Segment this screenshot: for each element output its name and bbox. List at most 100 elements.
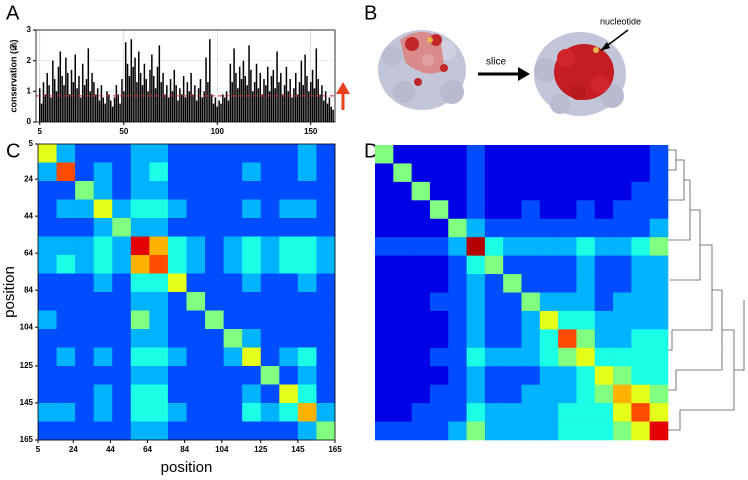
heatmap-cell [260,255,280,274]
heatmap-cell [149,144,169,163]
heatmap-cell [503,421,522,441]
heatmap-cell [448,292,467,312]
heatmap-cell [411,366,431,385]
bar [124,42,127,123]
heatmap-cell [539,163,559,183]
bar [197,88,200,122]
heatmap-cell [631,292,650,312]
annotation: nucleotide [600,16,641,26]
heatmap-cell [130,366,150,385]
heatmap-cell [56,199,76,219]
heatmap-cell [466,163,486,183]
y-tick-label: 84 [24,285,33,294]
heatmap-cell [112,162,132,182]
heatmap-cell [466,292,486,312]
heatmap-cell [75,384,94,404]
heatmap-cell [260,218,280,237]
bar [238,66,241,122]
y-tick-label: 5 [29,139,34,148]
bar [210,94,213,122]
heatmap-cell [613,181,632,201]
heatmap-cell [539,366,559,385]
heatmap-cell [205,273,224,293]
bar [102,97,105,122]
heatmap-cell [558,366,577,385]
bar [261,94,263,122]
bar [332,109,334,122]
heatmap-cell [223,273,243,293]
heatmap-cell [631,237,650,256]
heatmap-cell [297,144,317,163]
heatmap-cell [521,329,541,349]
heatmap-cell [260,144,280,163]
bar [195,100,198,122]
heatmap-cell [375,403,394,422]
heatmap-cell [223,255,243,274]
heatmap-cell [594,384,614,404]
heatmap-cell [521,200,541,220]
heatmap-cell [149,181,169,200]
heatmap-cell [130,384,150,404]
bar [300,60,303,122]
heatmap-cell [448,310,467,330]
bar [72,82,75,122]
heatmap-cell [279,144,299,163]
heatmap-cell [205,292,224,311]
bar [272,69,275,122]
heatmap-cell [393,163,412,183]
heatmap-cell [429,366,449,385]
heatmap-cell [242,292,262,311]
heatmap-cell [521,237,541,256]
heatmap-cell [429,292,449,312]
heatmap-cell [242,403,262,422]
bar [83,85,86,122]
heatmap-cell [594,292,614,312]
bar [91,72,93,122]
heatmap-cell [38,403,57,422]
heatmap-cell [466,310,486,330]
heatmap-cell [205,329,224,348]
heatmap-cell [242,218,262,237]
bar [201,97,204,122]
y-tick-label: 104 [20,322,34,331]
heatmap-cell [484,329,504,349]
heatmap-cell [631,181,650,201]
heatmap-cell [56,421,76,441]
heatmap-cell [38,329,57,348]
heatmap-cell [279,347,299,367]
heatmap-cell [576,145,596,164]
heatmap-cell [93,255,113,274]
heatmap-cell [56,144,76,163]
bar [323,100,325,122]
heatmap-cell [223,218,243,237]
x-tick-label: 125 [254,445,268,454]
heatmap-cell [539,200,559,220]
x-tick-label: 64 [143,445,152,454]
heatmap-cell [186,162,206,182]
heatmap-cell [205,199,224,219]
heatmap-cell [521,403,541,422]
heatmap-cell [130,292,150,311]
heatmap-cell [558,421,577,441]
heatmap-cell [393,384,412,404]
heatmap-cell [484,163,504,183]
heatmap-cell [205,236,224,256]
bar [283,85,286,122]
x-tick-label: 145 [291,445,305,454]
heatmap-cell [521,145,541,164]
heatmap-cell [466,347,486,367]
heatmap-cell [558,347,577,367]
heatmap-cell [411,421,431,441]
heatmap-cell [448,218,467,238]
heatmap-cell [38,292,57,311]
heatmap-cell [558,255,577,275]
bar [106,91,108,122]
heatmap-cell [167,421,187,441]
heatmap-cell [375,366,394,385]
heatmap-cell [56,329,76,348]
bar [330,106,333,122]
x-tick-label: 165 [328,445,342,454]
heatmap-cell [576,292,596,312]
bar [291,97,293,122]
arrow-head [336,82,350,94]
